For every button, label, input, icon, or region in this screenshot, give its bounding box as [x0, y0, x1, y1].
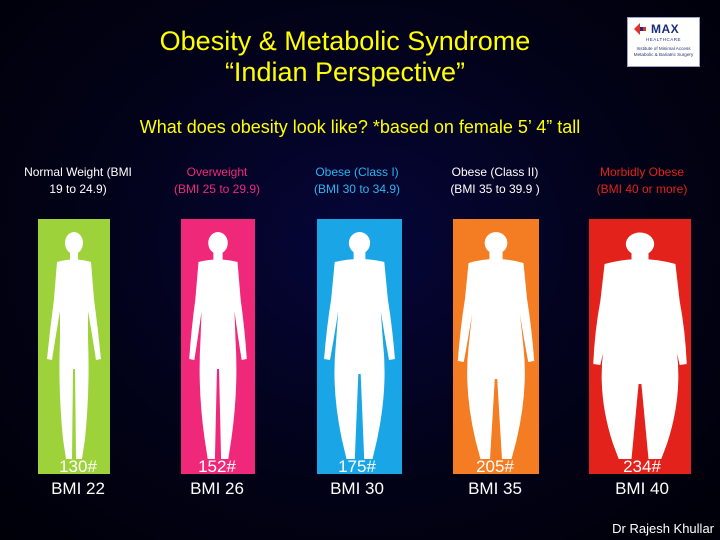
- logo-sub: HEALTHCARE: [646, 37, 681, 42]
- bmi-value: BMI 22: [51, 479, 105, 498]
- category-panel: [38, 219, 110, 474]
- weight-value: 205#: [476, 457, 514, 476]
- category-value: 152# BMI 26: [152, 456, 282, 500]
- category-overweight: Overweight (BMI 25 to 29.9) 152# BMI 26: [152, 164, 282, 498]
- logo-brand: MAX: [651, 21, 680, 36]
- category-value: 205# BMI 35: [430, 456, 560, 500]
- title-line-1: Obesity & Metabolic Syndrome: [159, 26, 531, 56]
- category-normal-weight: Normal Weight (BMI 19 to 24.9) 130# BMI …: [13, 164, 143, 498]
- category-label: Obese (Class II) (BMI 35 to 39.9 ): [430, 164, 560, 204]
- bmi-value: BMI 35: [468, 479, 522, 498]
- obese-class-2-silhouette-icon: [453, 219, 539, 474]
- category-panel: [453, 219, 539, 474]
- category-panel: [589, 219, 691, 474]
- normal-weight-silhouette-icon: [38, 219, 110, 474]
- overweight-silhouette-icon: [181, 219, 255, 474]
- bmi-value: BMI 30: [330, 479, 384, 498]
- weight-value: 175#: [338, 457, 376, 476]
- category-label: Normal Weight (BMI 19 to 24.9): [13, 164, 143, 204]
- category-value: 234# BMI 40: [577, 456, 707, 500]
- category-value: 130# BMI 22: [13, 456, 143, 500]
- category-label-line-2: (BMI 30 to 34.9): [313, 182, 401, 196]
- category-label: Obese (Class I) (BMI 30 to 34.9): [292, 164, 422, 204]
- category-obese-class-2: Obese (Class II) (BMI 35 to 39.9 ) 205# …: [430, 164, 560, 498]
- category-label-line-1: Morbidly Obese: [599, 165, 685, 179]
- category-label-line-2: (BMI 25 to 29.9): [173, 182, 261, 196]
- title-line-2: “Indian Perspective”: [224, 57, 466, 87]
- morbidly-obese-silhouette-icon: [589, 219, 691, 474]
- logo-line-1: Institute of Minimal Access: [636, 45, 691, 51]
- category-label-line-1: Obese (Class I): [315, 165, 399, 179]
- category-label-line-2: 19 to 24.9): [49, 182, 107, 196]
- author-credit: Dr Rajesh Khullar: [612, 521, 714, 536]
- category-label-line-2: (BMI 40 or more): [596, 182, 688, 196]
- bmi-value: BMI 40: [615, 479, 669, 498]
- category-value: 175# BMI 30: [292, 456, 422, 500]
- max-healthcare-logo: MAX HEALTHCARE Institute of Minimal Acce…: [627, 17, 700, 67]
- bmi-value: BMI 26: [190, 479, 244, 498]
- category-label: Morbidly Obese (BMI 40 or more): [577, 164, 707, 204]
- subtitle: What does obesity look like? *based on f…: [139, 117, 581, 137]
- logo-cross-icon: [634, 23, 646, 35]
- weight-value: 130#: [59, 457, 97, 476]
- obese-class-1-silhouette-icon: [317, 219, 402, 474]
- category-label-line-1: Overweight: [186, 165, 248, 179]
- category-panel: [181, 219, 255, 474]
- category-morbidly-obese: Morbidly Obese (BMI 40 or more) 234# BMI…: [577, 164, 707, 498]
- category-label-line-1: Normal Weight (BMI: [24, 165, 132, 179]
- category-label-line-1: Obese (Class II): [451, 165, 539, 179]
- category-label: Overweight (BMI 25 to 29.9): [152, 164, 282, 204]
- weight-value: 234#: [623, 457, 661, 476]
- category-label-line-2: (BMI 35 to 39.9 ): [450, 182, 540, 196]
- category-panel: [317, 219, 402, 474]
- category-obese-class-1: Obese (Class I) (BMI 30 to 34.9) 175# BM…: [292, 164, 422, 498]
- slide-title: Obesity & Metabolic Syndrome “Indian Per…: [100, 26, 590, 88]
- logo-line-2: Metabolic & Bariatric Surgery: [633, 52, 694, 57]
- weight-value: 152#: [198, 457, 236, 476]
